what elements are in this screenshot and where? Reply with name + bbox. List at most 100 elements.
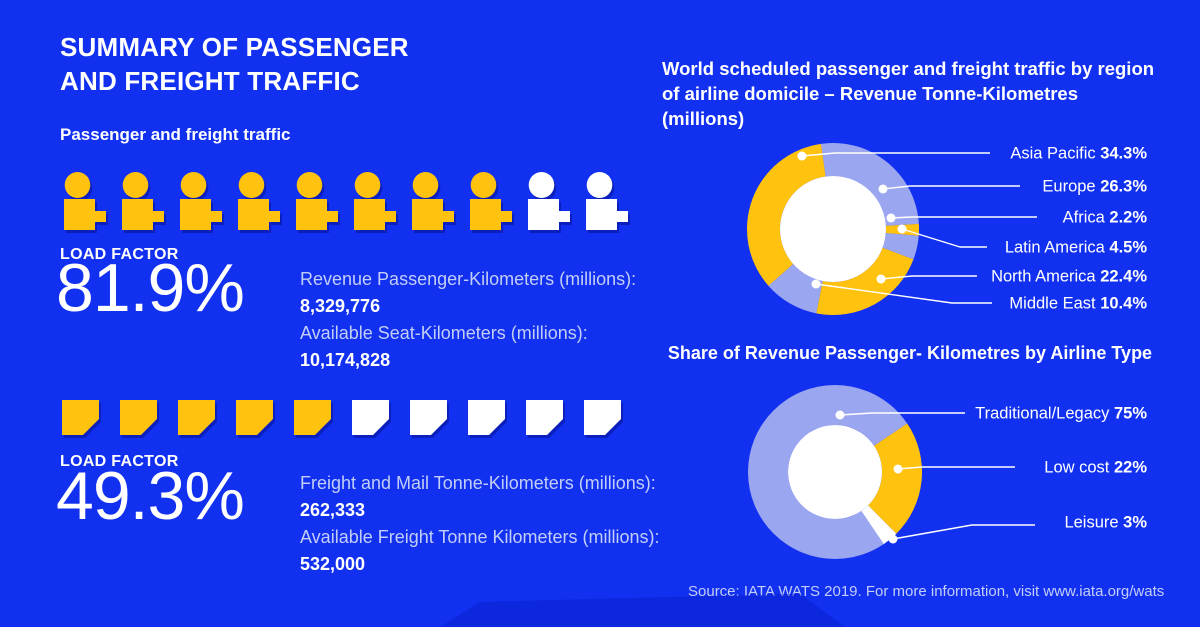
cargo-box-icon xyxy=(468,400,505,435)
legend-label: Low cost xyxy=(1044,459,1114,477)
person-icon xyxy=(354,172,396,230)
stat-value-aftk: 532,000 xyxy=(300,554,366,574)
legend-label: North America xyxy=(991,268,1100,286)
person-icon xyxy=(238,172,280,230)
cargo-box-icon xyxy=(178,400,215,435)
legend-item: Europe 26.3% xyxy=(1042,178,1147,196)
legend-label: Leisure xyxy=(1064,514,1123,532)
freight-stats: Freight and Mail Tonne-Kilometers (milli… xyxy=(300,470,660,578)
callout-dot xyxy=(876,274,886,284)
stat-label-ask: Available Seat-Kilometers (millions): xyxy=(300,323,588,343)
legend-label: Latin America xyxy=(1005,239,1110,257)
legend-label: Africa xyxy=(1063,209,1110,227)
leader-line xyxy=(901,228,987,248)
legend-value: 10.4% xyxy=(1100,295,1147,313)
cargo-box-icon xyxy=(236,400,273,435)
cargo-box-icon xyxy=(294,400,331,435)
decorative-shape xyxy=(440,593,845,627)
region-chart-title-line1: World scheduled passenger and freight tr… xyxy=(662,58,1155,79)
legend-value: 4.5% xyxy=(1109,239,1147,257)
freight-load-factor-label: LOAD FACTOR xyxy=(60,453,179,470)
legend-label: Traditional/Legacy xyxy=(975,405,1114,423)
region-chart-title-line2: of airline domicile – Revenue Tonne-Kilo… xyxy=(662,83,1079,129)
legend-item: Leisure 3% xyxy=(1064,514,1147,532)
person-icon xyxy=(586,172,628,230)
donut-segment-middle-east xyxy=(768,264,823,314)
section-title: Passenger and freight traffic xyxy=(60,125,291,144)
passenger-load-factor-icons xyxy=(62,172,628,230)
leader-line xyxy=(882,185,1020,190)
callout-dot xyxy=(835,410,845,420)
stat-value-rpk: 8,329,776 xyxy=(300,296,381,316)
region-chart-title: World scheduled passenger and freight tr… xyxy=(662,56,1162,131)
leader-line xyxy=(892,524,1035,540)
donut-hole xyxy=(780,176,886,282)
airline-type-chart-title: Share of Revenue Passenger- Kilometres b… xyxy=(667,343,1153,363)
callout-dot xyxy=(897,224,907,234)
leader-line xyxy=(815,283,992,304)
stat-value-ftk: 262,333 xyxy=(300,500,366,520)
passenger-load-factor-label: LOAD FACTOR xyxy=(60,246,179,263)
legend-item: Middle East 10.4% xyxy=(1009,295,1147,313)
leader-line xyxy=(880,275,977,280)
donut-segment-europe xyxy=(821,143,919,226)
donut-segment-latin-america xyxy=(882,233,919,260)
person-icon xyxy=(412,172,454,230)
legend-value: 34.3% xyxy=(1100,145,1147,163)
cargo-box-icon xyxy=(584,400,621,435)
legend-item: Africa 2.2% xyxy=(1063,209,1148,227)
leader-line xyxy=(890,216,1037,219)
freight-load-factor-icons xyxy=(62,400,622,436)
airline-type-donut-chart: Traditional/Legacy 75% Low cost 22% Leisur… xyxy=(748,385,1147,559)
page-title-line2: AND FREIGHT TRAFFIC xyxy=(60,66,360,96)
donut-segment-traditional-legacy xyxy=(748,385,908,559)
person-icon xyxy=(122,172,164,230)
legend-item: North America 22.4% xyxy=(991,268,1147,286)
leader-line xyxy=(897,466,1015,470)
page-title: SUMMARY OF PASSENGER AND FREIGHT TRAFFIC xyxy=(60,30,409,98)
leader-line xyxy=(839,412,965,416)
person-icon xyxy=(296,172,338,230)
cargo-box-icon xyxy=(352,400,389,435)
legend-item: Traditional/Legacy 75% xyxy=(975,405,1147,423)
region-traffic-donut-chart: Asia Pacific 34.3%Europe 26.3%Africa 2.2… xyxy=(747,143,1148,315)
cargo-box-icon xyxy=(62,400,99,435)
donut-segment-leisure xyxy=(861,505,897,545)
legend-item: Asia Pacific 34.3% xyxy=(1010,145,1147,163)
donut-segment-low-cost xyxy=(868,423,922,534)
legend-item: Low cost 22% xyxy=(1044,459,1147,477)
legend-value: 75% xyxy=(1114,405,1147,423)
source-note: Source: IATA WATS 2019. For more informa… xyxy=(688,583,1165,600)
legend-label: Europe xyxy=(1042,178,1100,196)
person-icon xyxy=(180,172,222,230)
leader-line xyxy=(801,152,990,157)
callout-dot xyxy=(811,279,821,289)
donut-segment-north-america xyxy=(816,247,914,315)
legend-value: 3% xyxy=(1123,514,1147,532)
passenger-load-factor-value: 81.9% xyxy=(56,250,245,326)
callout-dot xyxy=(886,213,896,223)
legend-label: Asia Pacific xyxy=(1010,145,1100,163)
stat-label-aftk: Available Freight Tonne Kilometers (mill… xyxy=(300,527,660,547)
legend-value: 22% xyxy=(1114,459,1147,477)
person-icon xyxy=(470,172,512,230)
freight-load-factor-value: 49.3% xyxy=(56,458,245,534)
cargo-box-icon xyxy=(526,400,563,435)
stat-value-ask: 10,174,828 xyxy=(300,350,391,370)
person-icon xyxy=(64,172,106,230)
callout-dot xyxy=(893,464,903,474)
stat-label-rpk: Revenue Passenger-Kilometers (millions): xyxy=(300,269,637,289)
donut-hole xyxy=(788,425,882,519)
legend-value: 22.4% xyxy=(1100,268,1147,286)
passenger-stats: Revenue Passenger-Kilometers (millions):… xyxy=(300,266,636,374)
callout-dot xyxy=(797,151,807,161)
callout-dot xyxy=(878,184,888,194)
person-icon xyxy=(528,172,570,230)
cargo-box-icon xyxy=(120,400,157,435)
legend-item: Latin America 4.5% xyxy=(1005,239,1147,257)
legend-label: Middle East xyxy=(1009,295,1100,313)
page-title-line1: SUMMARY OF PASSENGER xyxy=(60,32,409,62)
donut-segment-asia-pacific xyxy=(747,143,826,286)
legend-value: 26.3% xyxy=(1100,178,1147,196)
